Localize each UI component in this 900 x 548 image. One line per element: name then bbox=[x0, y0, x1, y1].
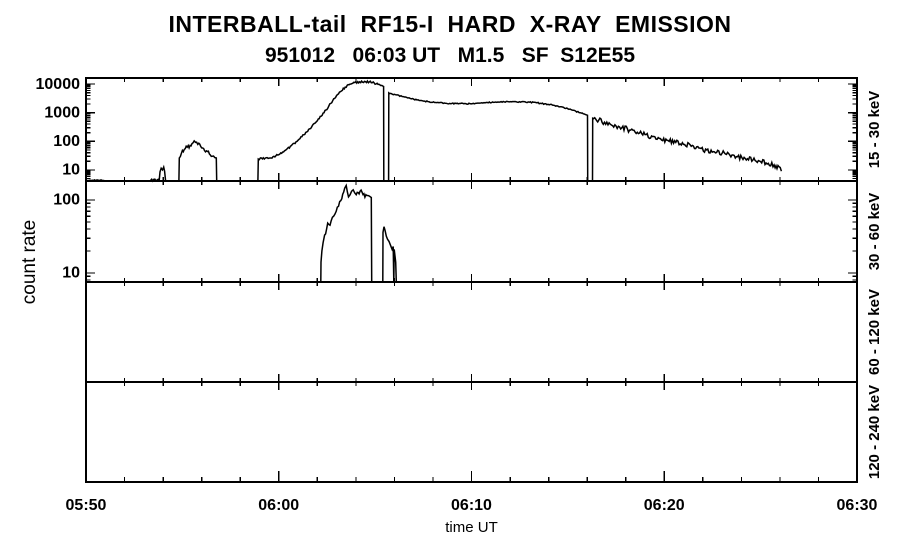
series-trace-panel1-seg0 bbox=[320, 183, 373, 283]
series-trace-panel0-seg3 bbox=[257, 79, 385, 182]
p1-ytick-1000: 1000 bbox=[44, 105, 80, 122]
p1-ytick-10000: 10000 bbox=[36, 76, 81, 93]
band-label-60-120: 60 - 120 keV bbox=[866, 289, 883, 375]
panel-frame-3 bbox=[85, 381, 858, 483]
x-tick-labels: 05:50 06:00 06:10 06:20 06:30 bbox=[66, 497, 878, 514]
p2-ytick-100: 100 bbox=[53, 192, 80, 209]
series-trace-panel0-seg0 bbox=[86, 179, 105, 182]
panel2-ytick-labels: 100 10 bbox=[53, 192, 80, 282]
series-trace-panel0-seg5 bbox=[591, 116, 783, 182]
panel-frame-2 bbox=[85, 281, 858, 383]
x-tick-0550: 05:50 bbox=[66, 497, 107, 514]
series-traces bbox=[86, 79, 783, 283]
chart-subtitle: 951012 06:03 UT M1.5 SF S12E55 bbox=[264, 44, 636, 67]
energy-band-labels: 15 - 30 keV 30 - 60 keV 60 - 120 keV 120… bbox=[866, 91, 883, 479]
panel1-ytick-labels: 10000 1000 100 10 bbox=[36, 76, 81, 179]
band-label-120-240: 120 - 240 keV bbox=[866, 385, 883, 479]
series-trace-panel0-seg1 bbox=[150, 164, 167, 183]
x-tick-0610: 06:10 bbox=[451, 497, 492, 514]
p1-ytick-100: 100 bbox=[53, 133, 80, 150]
band-label-30-60: 30 - 60 keV bbox=[866, 193, 883, 271]
series-trace-panel0-seg4 bbox=[387, 91, 589, 182]
p1-ytick-10: 10 bbox=[62, 162, 80, 179]
x-tick-0620: 06:20 bbox=[644, 497, 685, 514]
series-trace-panel0-seg2 bbox=[178, 139, 218, 182]
x-axis-label: time UT bbox=[445, 519, 498, 536]
chart-title: INTERBALL-tail RF15-I HARD X-RAY EMISSIO… bbox=[168, 11, 732, 37]
p2-ytick-10: 10 bbox=[62, 265, 80, 282]
panel-frame-0 bbox=[85, 77, 858, 182]
x-tick-0600: 06:00 bbox=[258, 497, 299, 514]
axis-ticks bbox=[86, 78, 857, 482]
tick-marks bbox=[86, 78, 857, 482]
series-trace-panel1-seg1 bbox=[382, 226, 398, 283]
y-axis-label: count rate bbox=[19, 219, 40, 305]
panel-frame-1 bbox=[85, 180, 858, 283]
x-tick-0630: 06:30 bbox=[837, 497, 878, 514]
band-label-15-30: 15 - 30 keV bbox=[866, 91, 883, 169]
